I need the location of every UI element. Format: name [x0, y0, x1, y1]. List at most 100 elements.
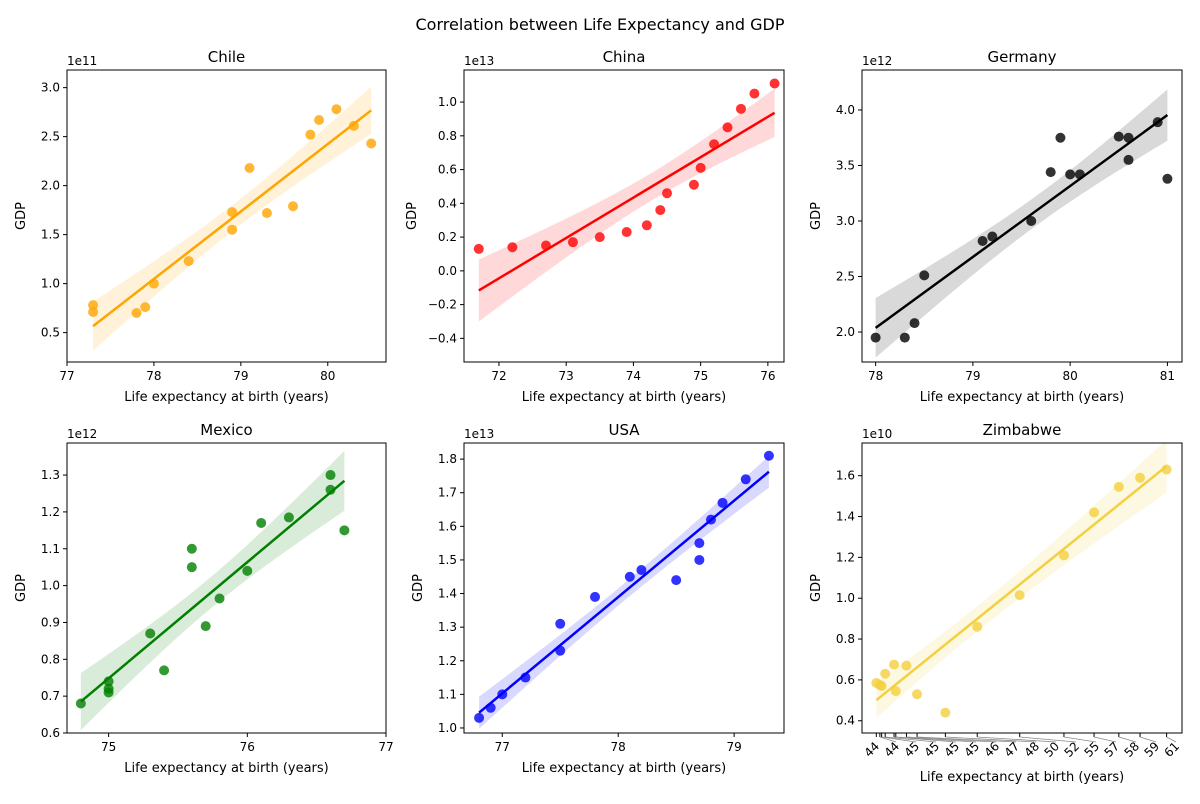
x-tick-label: 44 — [881, 739, 902, 760]
data-point — [876, 681, 887, 692]
data-point — [1123, 154, 1134, 165]
y-tick-label: 3.0 — [41, 81, 60, 95]
data-point — [1045, 167, 1056, 178]
x-axis-label: Life expectancy at birth (years) — [522, 761, 727, 776]
y-tick-label: 1.2 — [438, 654, 457, 668]
y-tick-label: 1.5 — [41, 228, 60, 242]
x-axis-label: Life expectancy at birth (years) — [124, 761, 329, 776]
data-point — [186, 562, 197, 573]
data-point — [749, 88, 760, 99]
data-point — [972, 621, 983, 632]
regression-line — [478, 111, 776, 292]
data-point — [103, 687, 114, 698]
data-point — [1135, 472, 1146, 483]
y-axis-label: GDP — [14, 574, 29, 602]
x-tick-label: 78 — [146, 369, 161, 383]
y-tick-label: 1.2 — [836, 550, 855, 564]
data-point — [1026, 215, 1037, 226]
data-point — [919, 270, 930, 281]
data-point — [474, 712, 485, 723]
data-point — [88, 300, 99, 311]
y-tick-label: 0.4 — [836, 714, 855, 728]
x-tick-label: 45 — [901, 739, 922, 760]
y-tick-label: 1.5 — [438, 553, 457, 567]
x-tick-label: 75 — [693, 369, 708, 383]
data-point — [261, 208, 272, 219]
data-point — [880, 668, 891, 679]
x-axis-label: Life expectancy at birth (years) — [522, 390, 727, 405]
regression-line — [875, 465, 1168, 702]
y-axis-label: GDP — [14, 202, 29, 230]
x-tick-label: 48 — [1021, 739, 1042, 760]
x-tick-leader — [1166, 736, 1177, 743]
x-tick-label: 44 — [861, 739, 882, 760]
data-point — [655, 205, 666, 216]
data-point — [131, 308, 142, 319]
data-point — [325, 484, 336, 495]
x-tick-leader — [885, 736, 937, 743]
subplot-title: USA — [608, 421, 640, 439]
y-tick-label: −0.2 — [428, 298, 457, 312]
y-tick-label: 0.8 — [41, 652, 60, 666]
x-tick-leader — [1118, 736, 1137, 743]
y-tick-label: 0.8 — [836, 632, 855, 646]
subplot-chile: 77 78 79 80 0.5 1.0 1.5 2.0 2.5 3.0 1e11 Chile Life … — [14, 48, 387, 405]
regression-line — [92, 109, 372, 328]
data-point — [1152, 117, 1163, 128]
x-tick-label: 79 — [727, 740, 742, 754]
x-tick-label: 45 — [941, 739, 962, 760]
y-offset-label: 1e12 — [67, 427, 97, 441]
y-tick-label: 1.1 — [438, 687, 457, 701]
data-point — [183, 256, 194, 267]
data-point — [987, 231, 998, 242]
x-tick-label: 47 — [1001, 739, 1022, 760]
data-point — [695, 162, 706, 173]
x-tick-label: 77 — [378, 740, 393, 754]
confidence-band — [876, 443, 1167, 719]
x-tick-leader — [917, 736, 1017, 743]
x-tick-label: 79 — [965, 369, 980, 383]
x-tick-label: 80 — [320, 369, 335, 383]
data-point — [594, 232, 605, 243]
y-tick-label: 0.7 — [41, 689, 60, 703]
y-tick-label: 0.0 — [438, 264, 457, 278]
x-tick-label: 45 — [921, 739, 942, 760]
data-point — [214, 593, 225, 604]
x-tick-label: 58 — [1121, 739, 1142, 760]
y-tick-label: −0.4 — [428, 331, 457, 345]
data-point — [1065, 169, 1076, 180]
x-tick-leader — [881, 736, 917, 743]
confidence-band — [875, 89, 1168, 358]
y-tick-label: 0.6 — [836, 673, 855, 687]
data-point — [890, 686, 901, 697]
x-tick-label: 52 — [1061, 739, 1082, 760]
data-point — [769, 78, 780, 89]
x-tick-label: 77 — [495, 740, 510, 754]
y-offset-label: 1e13 — [464, 427, 494, 441]
data-point — [325, 470, 336, 481]
y-tick-label: 2.0 — [41, 179, 60, 193]
subplot-usa: 77 78 79 1.0 1.1 1.2 1.3 1.4 1.5 1.6 1.7 1.8 1e13 USA… — [411, 421, 785, 776]
data-point — [901, 660, 912, 671]
data-point — [1058, 550, 1069, 561]
y-tick-label: 1.4 — [836, 510, 855, 524]
data-point — [145, 628, 156, 639]
data-point — [305, 129, 316, 140]
subplot-china: 72 73 74 75 76 −0.4 −0.2 0.0 0.2 0.4 0.6 0.8 1.0 1e13… — [405, 48, 785, 405]
x-tick-label: 55 — [1081, 739, 1102, 760]
axes-frame — [66, 69, 387, 363]
y-tick-label: 0.6 — [438, 163, 457, 177]
y-tick-label: 1.0 — [836, 591, 855, 605]
y-tick-label: 0.2 — [438, 230, 457, 244]
data-point — [242, 565, 253, 576]
x-tick-label: 45 — [961, 739, 982, 760]
data-point — [694, 538, 705, 549]
data-point — [889, 659, 900, 670]
data-point — [567, 237, 578, 248]
y-tick-label: 3.0 — [836, 214, 855, 228]
y-tick-label: 1.7 — [438, 486, 457, 500]
x-tick-leader — [906, 736, 997, 743]
y-tick-label: 2.5 — [836, 270, 855, 284]
x-axis-label: Life expectancy at birth (years) — [920, 390, 1125, 405]
data-point — [331, 104, 342, 115]
